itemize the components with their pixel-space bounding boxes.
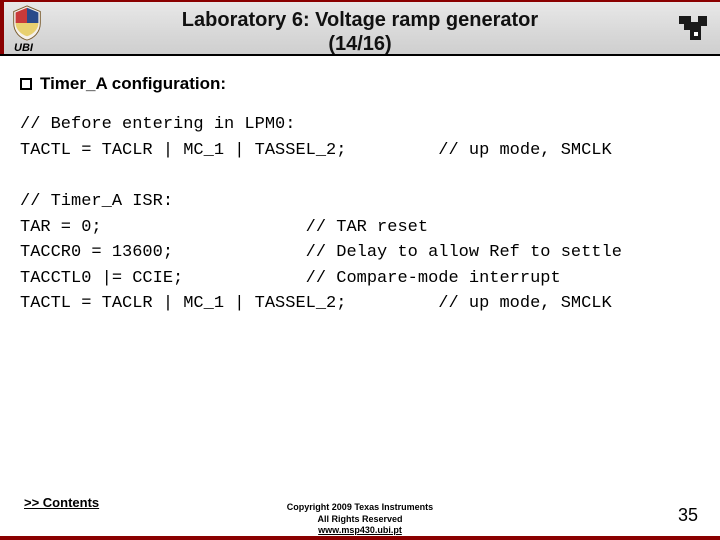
title-line-2: (14/16) bbox=[0, 32, 720, 56]
slide: UBI Laboratory 6: Voltage ramp generator… bbox=[0, 0, 720, 540]
bullet-square-icon bbox=[20, 78, 32, 90]
ubi-label: UBI bbox=[14, 42, 33, 54]
footer-accent-bar bbox=[0, 536, 720, 540]
copyright: Copyright 2009 Texas Instruments All Rig… bbox=[287, 502, 433, 536]
copyright-line-2: All Rights Reserved bbox=[287, 514, 433, 525]
header-accent-bar bbox=[0, 2, 4, 54]
slide-number: 35 bbox=[678, 505, 698, 526]
contents-link[interactable]: >> Contents bbox=[24, 495, 99, 510]
ubi-crest-icon bbox=[8, 4, 46, 42]
header: UBI Laboratory 6: Voltage ramp generator… bbox=[0, 0, 720, 56]
copyright-url: www.msp430.ubi.pt bbox=[287, 525, 433, 536]
footer: >> Contents Copyright 2009 Texas Instrum… bbox=[0, 488, 720, 540]
code-block-1: // Before entering in LPM0: TACTL = TACL… bbox=[20, 112, 700, 163]
bullet-heading: Timer_A configuration: bbox=[20, 74, 700, 94]
bullet-text: Timer_A configuration: bbox=[40, 74, 226, 93]
copyright-line-1: Copyright 2009 Texas Instruments bbox=[287, 502, 433, 513]
ti-logo-icon bbox=[676, 12, 710, 44]
code-block-2: // Timer_A ISR: TAR = 0; // TAR reset TA… bbox=[20, 189, 700, 317]
slide-title: Laboratory 6: Voltage ramp generator (14… bbox=[0, 2, 720, 56]
title-line-1: Laboratory 6: Voltage ramp generator bbox=[0, 8, 720, 32]
slide-body: Timer_A configuration: // Before enterin… bbox=[0, 56, 720, 317]
